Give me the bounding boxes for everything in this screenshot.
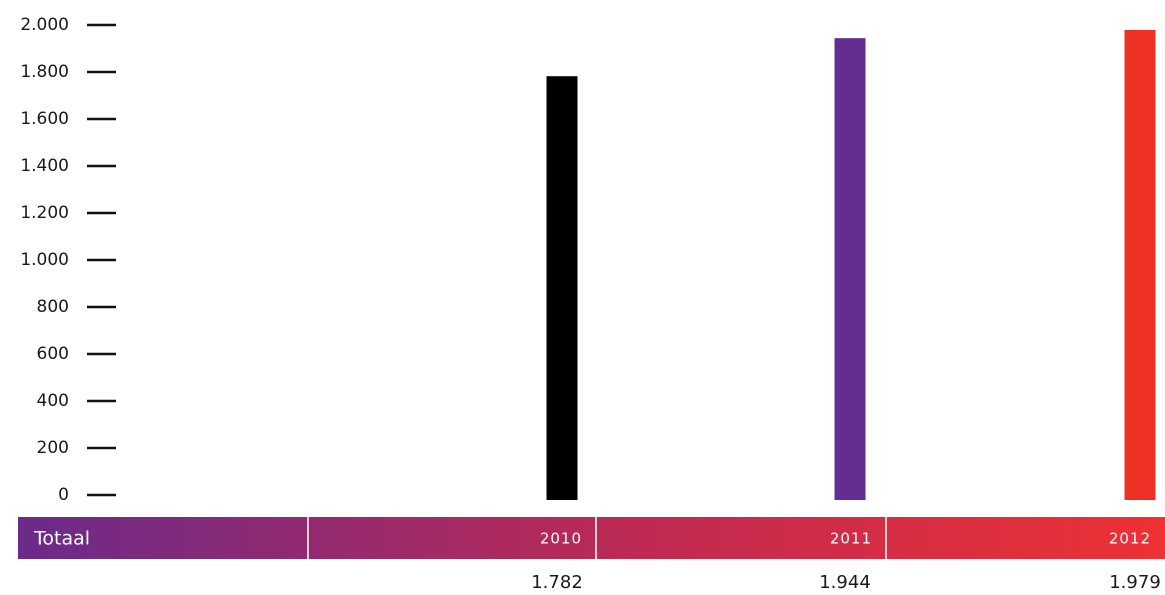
value-label-2011: 1.944: [819, 572, 871, 593]
category-band: Totaal 2010 2011 2012: [18, 517, 1165, 559]
bar-2012: [1124, 29, 1156, 501]
category-label-2011: 2011: [830, 530, 872, 548]
y-tick-label: 1.600: [20, 109, 69, 129]
y-tick-label: 1.200: [20, 203, 69, 223]
y-tick-label: 200: [37, 438, 69, 458]
y-tick-label: 1.800: [20, 62, 69, 82]
y-tick-label: 2.000: [20, 15, 69, 35]
y-tick-label: 1.000: [20, 250, 69, 270]
bar-2010: [546, 76, 578, 500]
y-tick-label: 0: [58, 485, 69, 505]
category-label-2012: 2012: [1109, 530, 1151, 548]
value-labels: 1.782 1.944 1.979: [531, 572, 1161, 593]
y-tick-label: 400: [37, 391, 69, 411]
y-tick-label: 600: [37, 344, 69, 364]
bar-2011: [834, 38, 866, 500]
category-band-background: [18, 517, 1165, 559]
bars: [546, 29, 1156, 501]
value-label-2012: 1.979: [1109, 572, 1161, 593]
row-label: Totaal: [33, 528, 90, 550]
y-tick-label: 800: [37, 297, 69, 317]
y-tick-label: 1.400: [20, 156, 69, 176]
category-label-2010: 2010: [540, 530, 582, 548]
y-axis: 0 200 400 600 800 1.000 1.200 1.400 1.600 1.800 2.…: [20, 15, 116, 505]
value-label-2010: 1.782: [531, 572, 583, 593]
